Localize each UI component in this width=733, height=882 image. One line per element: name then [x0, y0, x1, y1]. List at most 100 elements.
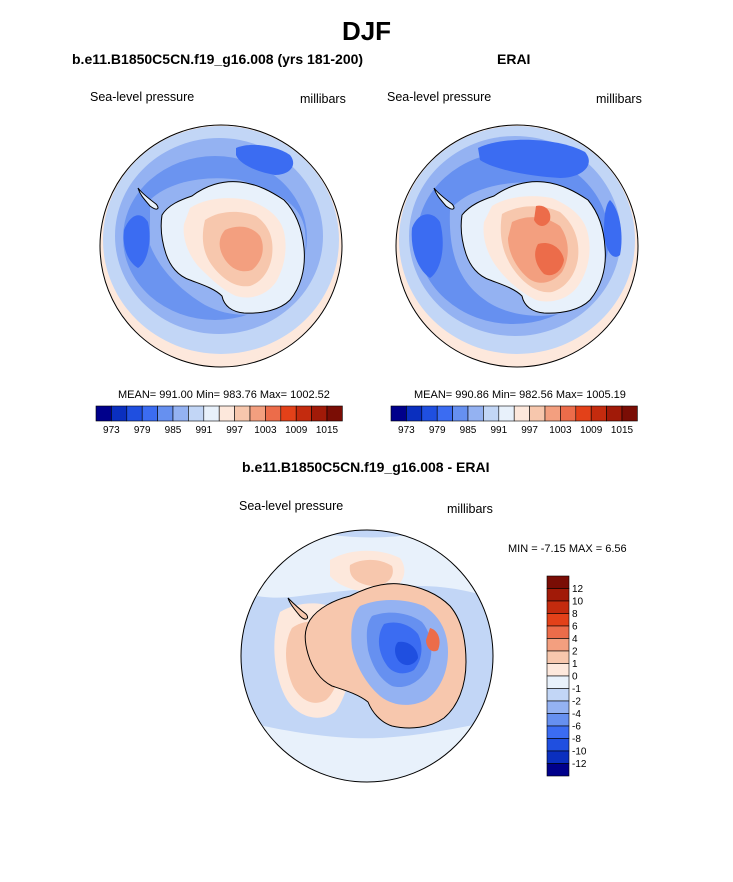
colorbar-box — [172, 405, 189, 422]
colorbar-tick-label: -8 — [572, 734, 581, 745]
panel3-units-label: millibars — [447, 502, 493, 516]
colorbar-box — [498, 405, 515, 422]
colorbar-box — [421, 405, 438, 422]
colorbar-tick-label: 6 — [572, 622, 578, 633]
panel1-map — [100, 125, 342, 367]
colorbar-tick-label: 12 — [572, 584, 584, 595]
colorbar-tick-label: -4 — [572, 709, 581, 720]
colorbar-tick-label: 997 — [521, 425, 538, 436]
colorbar-box — [546, 638, 570, 652]
colorbar-box — [546, 675, 570, 689]
colorbar-box — [546, 625, 570, 639]
colorbar-box — [203, 405, 220, 422]
colorbar-box — [560, 405, 577, 422]
colorbar-box — [590, 405, 607, 422]
panel2-units-label: millibars — [596, 92, 642, 106]
colorbar-tick-label: 2 — [572, 647, 578, 658]
colorbar-box — [546, 613, 570, 627]
colorbar-box — [546, 725, 570, 739]
panel3-stats: MIN = -7.15 MAX = 6.56 — [508, 543, 627, 555]
colorbar-box — [513, 405, 530, 422]
panel1-map-border — [99, 124, 343, 368]
figure-title: DJF — [341, 16, 392, 46]
colorbar-box — [483, 405, 500, 422]
colorbar-tick-label: 1009 — [580, 425, 603, 436]
colorbar-box — [188, 405, 205, 422]
colorbar-box — [546, 650, 570, 664]
colorbar-box — [621, 405, 638, 422]
panel2-stats: MEAN= 990.86 Min= 982.56 Max= 1005.19 — [414, 389, 626, 401]
colorbar-tick-label: -6 — [572, 722, 581, 733]
colorbar-box — [234, 405, 251, 422]
colorbar-box — [575, 405, 592, 422]
colorbar-tick-label: -2 — [572, 697, 581, 708]
colorbar-box — [95, 405, 112, 422]
colorbar-box — [546, 700, 570, 714]
colorbar-box — [390, 405, 407, 422]
colorbar-tick-label: 1003 — [254, 425, 277, 436]
colorbar-box — [529, 405, 546, 422]
colorbar-box — [436, 405, 453, 422]
colorbar-tick-label: 985 — [165, 425, 182, 436]
colorbar-box — [406, 405, 423, 422]
colorbar-tick-label: 1015 — [316, 425, 339, 436]
colorbar-box — [546, 663, 570, 677]
colorbar-tick-label: 10 — [572, 597, 584, 608]
colorbar-tick-label: 1015 — [611, 425, 634, 436]
colorbar-box — [544, 405, 561, 422]
colorbar-tick-label: 1009 — [285, 425, 308, 436]
panel3-variable-label: Sea-level pressure — [239, 499, 344, 513]
panel2-map — [396, 125, 638, 367]
panel1-stats: MEAN= 991.00 Min= 983.76 Max= 1002.52 — [118, 389, 330, 401]
panel2-colorbar: 973 979 985 991 997 1003 1009 1015 — [390, 405, 638, 436]
colorbar-tick-label: 973 — [398, 425, 415, 436]
colorbar-tick-label: -12 — [572, 759, 587, 770]
colorbar-box — [141, 405, 158, 422]
colorbar-tick-label: -1 — [572, 684, 581, 695]
colorbar-tick-label: 991 — [490, 425, 507, 436]
panel1-variable-label: Sea-level pressure — [90, 90, 195, 104]
colorbar-tick-label: -10 — [572, 747, 587, 758]
panel3-map-border — [240, 529, 494, 783]
colorbar-box — [546, 713, 570, 727]
colorbar-tick-label: 1003 — [549, 425, 572, 436]
colorbar-box — [326, 405, 343, 422]
colorbar-tick-label: 985 — [460, 425, 477, 436]
colorbar-tick-label: 979 — [429, 425, 446, 436]
colorbar-box — [546, 588, 570, 602]
colorbar-box — [546, 575, 570, 589]
colorbar-tick-label: 4 — [572, 634, 578, 645]
colorbar-box — [157, 405, 174, 422]
colorbar-box — [606, 405, 623, 422]
panel3-title: b.e11.B1850C5CN.f19_g16.008 - ERAI — [242, 459, 490, 475]
colorbar-box — [126, 405, 143, 422]
colorbar-box — [546, 750, 570, 764]
panel2-title: ERAI — [497, 51, 531, 67]
panel2-map-border — [395, 124, 639, 368]
colorbar-box — [546, 763, 570, 777]
panel1-title: b.e11.B1850C5CN.f19_g16.008 (yrs 181-200… — [72, 51, 364, 67]
colorbar-tick-label: 997 — [226, 425, 243, 436]
colorbar-tick-label: 991 — [195, 425, 212, 436]
panel1-units-label: millibars — [300, 92, 346, 106]
panel1-colorbar: 973 979 985 991 997 1003 1009 1015 — [95, 405, 343, 436]
colorbar-tick-label: 8 — [572, 609, 578, 620]
colorbar-box — [280, 405, 297, 422]
colorbar-box — [546, 688, 570, 702]
colorbar-box — [546, 738, 570, 752]
colorbar-box — [249, 405, 266, 422]
colorbar-box — [265, 405, 282, 422]
panel2-variable-label: Sea-level pressure — [387, 90, 492, 104]
panel3-map — [241, 530, 493, 782]
colorbar-box — [311, 405, 328, 422]
colorbar-box — [467, 405, 484, 422]
colorbar-box — [111, 405, 128, 422]
colorbar-tick-label: 1 — [572, 659, 578, 670]
colorbar-box — [295, 405, 312, 422]
colorbar-tick-label: 979 — [134, 425, 151, 436]
colorbar-tick-label: 0 — [572, 672, 578, 683]
colorbar-box — [218, 405, 235, 422]
colorbar-box — [452, 405, 469, 422]
